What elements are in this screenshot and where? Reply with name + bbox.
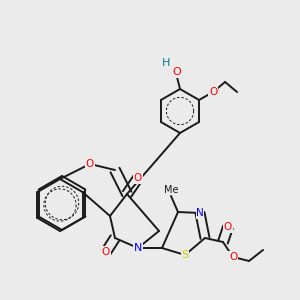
Text: O: O xyxy=(229,252,237,262)
Text: Me: Me xyxy=(164,185,178,195)
Text: O: O xyxy=(102,247,110,257)
Text: H: H xyxy=(162,58,170,68)
Text: O: O xyxy=(172,67,182,77)
Text: N: N xyxy=(134,243,142,253)
Text: N: N xyxy=(196,208,204,218)
Text: O: O xyxy=(86,159,94,169)
Text: O: O xyxy=(224,222,232,232)
Text: O: O xyxy=(209,87,217,97)
Text: S: S xyxy=(182,250,189,260)
Text: O: O xyxy=(134,173,142,183)
